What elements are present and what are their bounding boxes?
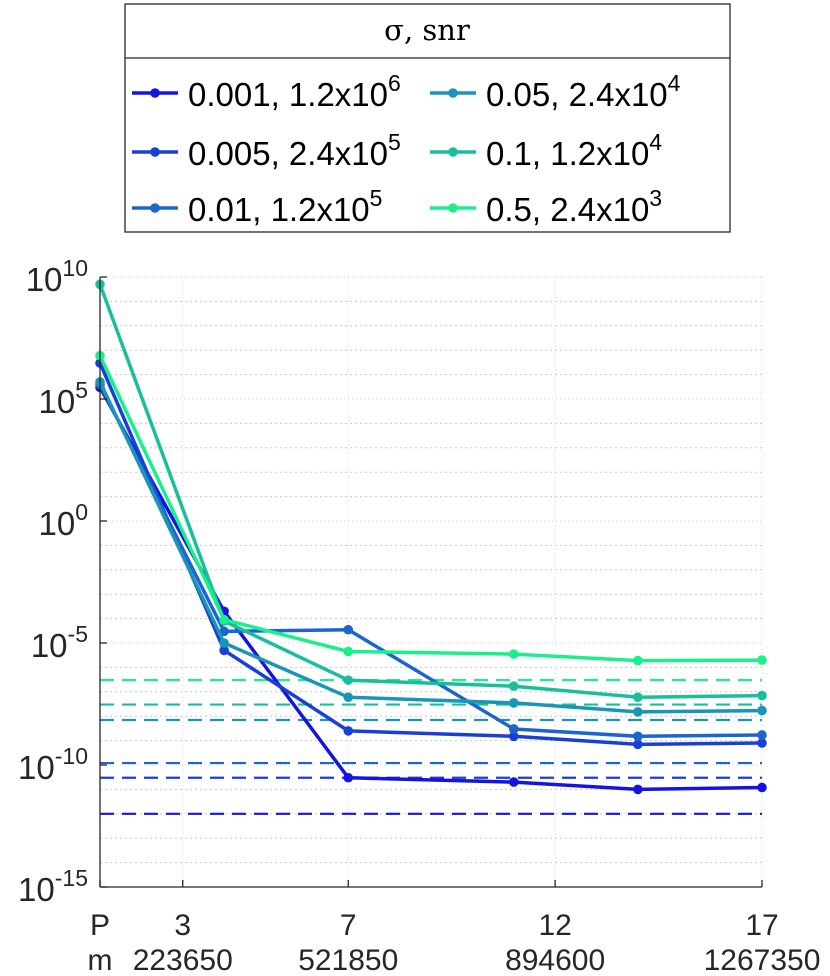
legend-title: σ, snr (384, 13, 470, 47)
data-point (219, 638, 229, 648)
data-point (757, 690, 767, 701)
legend-swatch-marker (150, 88, 160, 98)
y-tick-label: 10-5 (31, 621, 88, 664)
data-point (219, 614, 229, 625)
data-point (343, 646, 354, 657)
x-tick-label-m: 894600 (505, 944, 605, 976)
legend-entry-label: 0.05, 2.4x104 (486, 70, 681, 113)
legend-entry-label: 0.01, 1.2x105 (188, 185, 382, 228)
data-point (508, 649, 519, 659)
legend-swatch-marker (448, 203, 458, 213)
data-point (508, 681, 519, 691)
legend-box (124, 3, 731, 233)
data-point (508, 777, 519, 787)
legend: σ, snr 0.001, 1.2x106 0.005, 2.4x105 0.01,… (124, 3, 731, 233)
series-line (98, 383, 763, 739)
legend-swatch-marker (448, 88, 458, 98)
data-point (633, 739, 643, 750)
legend-entry-label: 0.1, 1.2x104 (486, 129, 662, 172)
data-point (343, 675, 354, 685)
data-point (757, 705, 767, 716)
legend-entry-label: 0.001, 1.2x106 (188, 70, 401, 113)
data-point (757, 738, 767, 748)
x-tick-label-m: 1267350 (704, 944, 821, 976)
y-tick-label: 10-15 (18, 865, 88, 908)
x-tick-label-p: 7 (340, 909, 357, 942)
data-point (508, 731, 519, 742)
legend-swatch-marker (150, 147, 160, 157)
series-line (98, 283, 763, 699)
data-point (343, 726, 354, 736)
data-point (633, 655, 643, 666)
data-point (343, 624, 354, 635)
y-tick-label: 100 (38, 499, 88, 542)
data-point (343, 772, 354, 783)
data-point (757, 730, 767, 740)
x-tick-label-p: 17 (745, 909, 778, 942)
data-point (633, 707, 643, 717)
series-line (98, 354, 763, 663)
y-tick-label: 10-10 (18, 743, 88, 786)
x-tick-label-p: 12 (538, 909, 571, 942)
y-tick-label: 105 (38, 377, 88, 420)
series-lines (95, 279, 767, 795)
x-tick-label-m: m (88, 944, 113, 976)
legend-swatch-marker (448, 147, 458, 157)
data-point (343, 692, 354, 703)
data-point (633, 784, 643, 795)
legend-entry-label: 0.005, 2.4x105 (188, 129, 401, 172)
data-point (508, 724, 519, 734)
x-tick-label-m: 521850 (298, 944, 398, 976)
data-point (633, 692, 643, 703)
data-point (219, 645, 229, 656)
data-point (633, 731, 643, 742)
legend-entry-label: 0.5, 2.4x103 (486, 185, 662, 228)
data-point (757, 782, 767, 793)
data-point (219, 626, 229, 637)
y-tick-label: 1010 (26, 255, 88, 298)
series-line (98, 381, 763, 714)
x-tick-label-m: 223650 (133, 944, 233, 976)
legend-swatch-marker (150, 203, 160, 213)
x-tick-label-p: P (90, 909, 110, 942)
data-point (508, 698, 519, 708)
x-tick-label-p: 3 (174, 909, 191, 942)
grid (99, 276, 763, 888)
data-point (757, 655, 767, 665)
